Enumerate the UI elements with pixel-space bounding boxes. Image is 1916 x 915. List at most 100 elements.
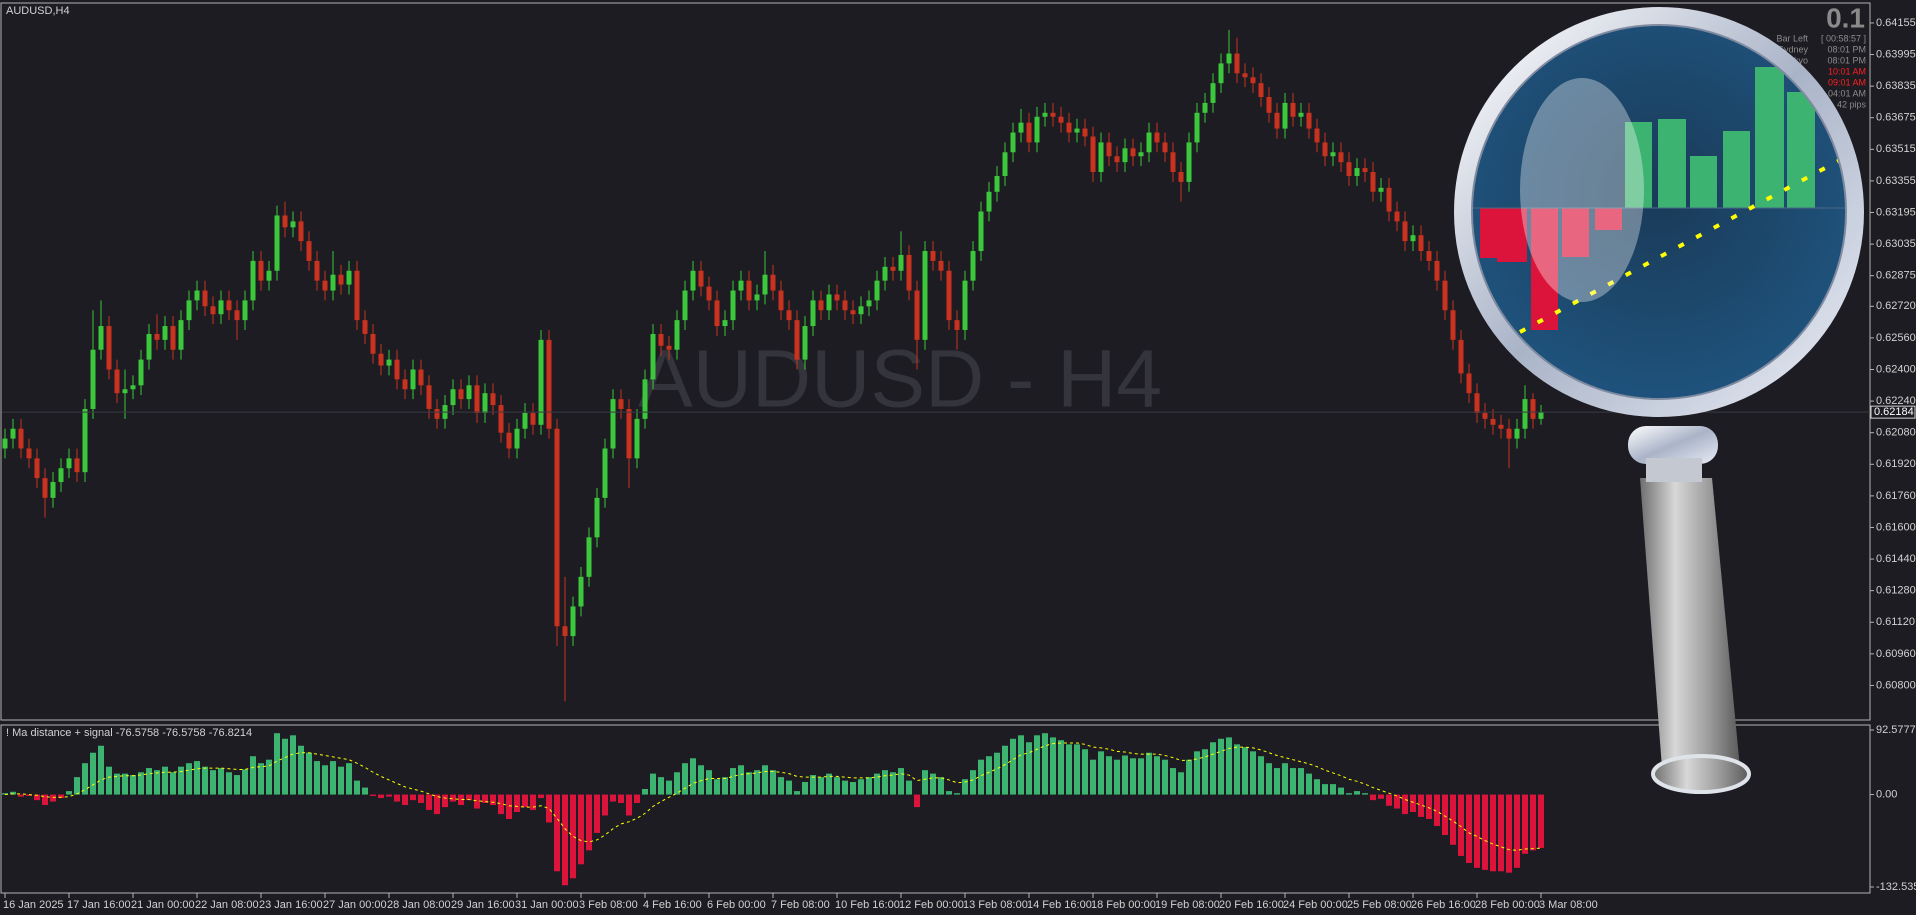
candle-body — [778, 290, 784, 311]
histogram-bar — [1130, 758, 1136, 795]
histogram-bar — [586, 794, 592, 851]
histogram-bar — [1418, 794, 1424, 817]
histogram-bar — [618, 794, 624, 803]
candle-body — [722, 320, 728, 327]
histogram-bar — [170, 772, 176, 795]
histogram-bar — [1042, 733, 1048, 795]
histogram-bar — [1282, 763, 1288, 795]
candle-body — [1154, 132, 1160, 143]
candle-body — [74, 458, 80, 473]
candle-body — [330, 274, 336, 291]
candle-body — [1506, 428, 1512, 439]
candle-body — [154, 333, 160, 340]
candle-body — [1210, 83, 1216, 103]
candle-body — [530, 412, 536, 425]
histogram-bar — [1402, 794, 1408, 815]
candle-body — [794, 320, 800, 360]
candle-body — [634, 418, 640, 459]
histogram-bar — [1362, 793, 1368, 795]
candle-body — [514, 428, 520, 449]
candle-body — [1498, 424, 1504, 429]
histogram-bar — [1386, 794, 1392, 806]
chart-title: AUDUSD,H4 — [6, 5, 70, 17]
x-tick-label: 12 Feb 00:00 — [899, 899, 964, 911]
histogram-bar — [1314, 779, 1320, 795]
candle-body — [538, 339, 544, 425]
candle-body — [498, 405, 504, 433]
candle-body — [1010, 132, 1016, 153]
x-tick-label: 22 Jan 08:00 — [195, 899, 259, 911]
candle-body — [850, 310, 856, 315]
histogram-bar — [1202, 749, 1208, 795]
candle-body — [706, 286, 712, 301]
histogram-bar — [610, 794, 616, 802]
histogram-bar — [1226, 737, 1232, 795]
candle-body — [450, 389, 456, 406]
candle-body — [1274, 112, 1280, 129]
x-tick-label: 24 Feb 00:00 — [1283, 899, 1348, 911]
candle-body — [994, 175, 1000, 192]
candle-body — [1098, 142, 1104, 173]
candle-body — [386, 359, 392, 366]
candle-body — [690, 270, 696, 291]
histogram-bar — [730, 768, 736, 795]
candle-body — [922, 251, 928, 340]
candle-body — [1186, 142, 1192, 182]
candle-body — [474, 385, 480, 413]
histogram-bar — [266, 759, 272, 795]
candle-body — [506, 432, 512, 449]
histogram-bar — [714, 779, 720, 795]
histogram-bar — [1514, 794, 1520, 868]
candle-body — [50, 482, 56, 498]
candle-body — [1122, 148, 1128, 163]
histogram-bar — [1258, 756, 1264, 795]
histogram-bar — [1074, 744, 1080, 795]
histogram-bar — [786, 780, 792, 795]
histogram-bar — [354, 780, 360, 795]
candle-body — [594, 497, 600, 538]
histogram-bar — [346, 763, 352, 795]
histogram-bar — [1434, 794, 1440, 826]
histogram-bar — [418, 794, 424, 803]
watermark: AUDUSD - H4 — [638, 334, 1162, 425]
x-tick-label: 10 Feb 16:00 — [835, 899, 900, 911]
histogram-bar — [226, 772, 232, 795]
histogram-bar — [946, 791, 952, 795]
histogram-bar — [106, 766, 112, 795]
candle-body — [1386, 187, 1392, 212]
histogram-bar — [338, 766, 344, 795]
histogram-bar — [658, 777, 664, 795]
histogram-bar — [1522, 794, 1528, 854]
histogram-bar — [874, 773, 880, 795]
histogram-bar — [1010, 738, 1016, 795]
histogram-bar — [130, 775, 136, 795]
histogram-bar — [1098, 751, 1104, 795]
histogram-bar — [1170, 768, 1176, 795]
histogram-bar — [1426, 794, 1432, 819]
candle-body — [602, 448, 608, 498]
histogram-bar — [1458, 794, 1464, 856]
candle-body — [1346, 162, 1352, 176]
histogram-bar — [1218, 738, 1224, 795]
candle-body — [418, 369, 424, 386]
candle-body — [818, 300, 824, 311]
candle-body — [322, 280, 328, 291]
candle-body — [298, 221, 304, 242]
candle-body — [250, 260, 256, 301]
histogram-bar — [402, 794, 408, 806]
histogram-bar — [818, 777, 824, 795]
histogram-bar — [1378, 794, 1384, 799]
histogram-bar — [1266, 763, 1272, 795]
histogram-bar — [410, 794, 416, 801]
x-tick-label: 31 Jan 00:00 — [515, 899, 579, 911]
info-value: 42 pips — [1837, 99, 1867, 109]
candle-body — [186, 300, 192, 321]
panel-frame — [0, 724, 1871, 894]
candle-body — [1314, 128, 1320, 143]
candle-body — [282, 215, 288, 228]
candle-body — [170, 326, 176, 350]
histogram-bar — [1034, 735, 1040, 795]
candle-body — [882, 266, 888, 281]
histogram-bar — [626, 794, 632, 816]
